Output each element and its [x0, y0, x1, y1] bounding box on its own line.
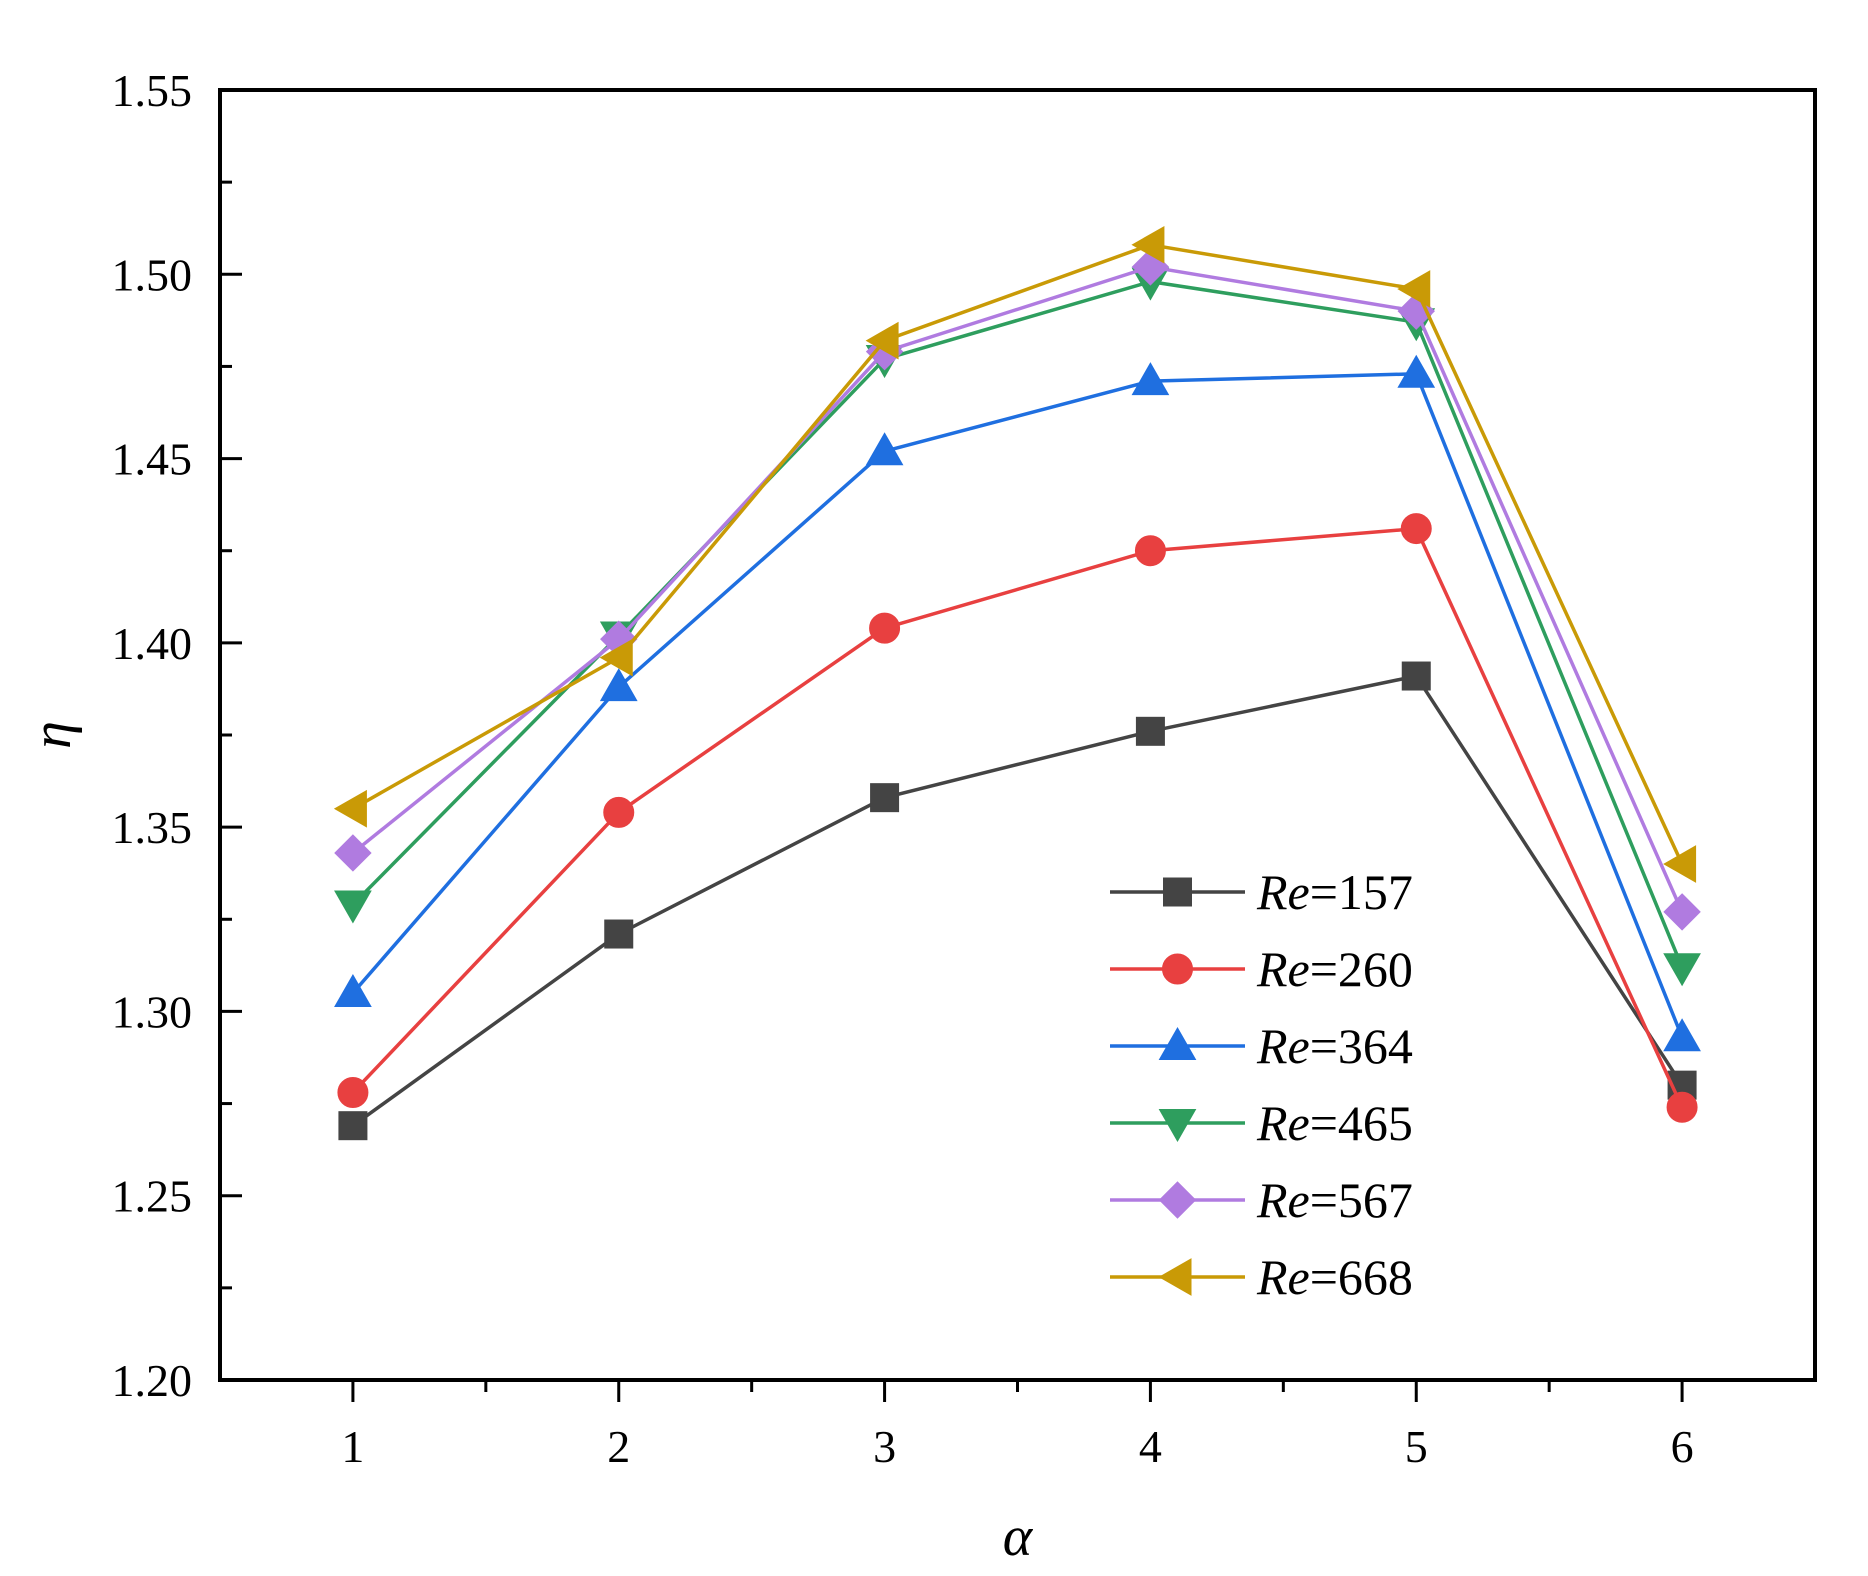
series-line [351, 526, 1684, 1108]
legend-label-value: =567 [1310, 1172, 1413, 1228]
series-line [351, 265, 1684, 913]
x-tick-label: 4 [1139, 1421, 1162, 1472]
legend-label-re: Re [1256, 1095, 1310, 1151]
legend-label: Re=364 [1256, 1018, 1413, 1074]
data-point [599, 668, 638, 702]
y-tick-label: 1.55 [112, 65, 193, 116]
legend-marker [1158, 1026, 1197, 1060]
data-point [333, 789, 367, 828]
data-point [865, 321, 899, 360]
data-point [604, 919, 634, 949]
legend-entry: Re=465 [1110, 1095, 1413, 1151]
x-tick-label: 3 [873, 1421, 896, 1472]
data-point [1663, 845, 1697, 883]
legend-label-re: Re [1256, 941, 1310, 997]
series-line [351, 372, 1684, 1038]
data-point [1131, 362, 1170, 396]
data-point [1663, 953, 1701, 987]
legend-label: Re=668 [1256, 1249, 1413, 1305]
data-point [334, 834, 372, 872]
ticks-layer: 1 2 3 4 5 6 1.20 1.25 1.30 1.35 1.40 1.45 1.50 1.55 [112, 65, 1694, 1472]
y-tick-label: 1.45 [112, 434, 193, 485]
legend-marker [1162, 953, 1193, 985]
y-tick-label: 1.50 [112, 249, 193, 300]
data-point [1397, 354, 1436, 388]
data-point [1666, 1091, 1698, 1123]
x-tick-label: 5 [1405, 1421, 1428, 1472]
x-tick-label: 6 [1671, 1421, 1694, 1472]
data-point [1401, 661, 1431, 691]
legend-label-re: Re [1256, 1249, 1310, 1305]
data-point [334, 973, 372, 1007]
legend-label-value: =157 [1310, 864, 1413, 920]
series-line [352, 243, 1684, 865]
series-line [351, 279, 1684, 968]
series-layer [333, 225, 1701, 1141]
legend-marker [1158, 1258, 1192, 1296]
legend-entry: Re=364 [1110, 1018, 1413, 1074]
series-line [351, 674, 1684, 1128]
data-point [337, 1077, 369, 1109]
legend-label: Re=157 [1256, 864, 1413, 920]
legend-label: Re=465 [1256, 1095, 1413, 1151]
data-point [334, 890, 372, 924]
data-point [870, 783, 900, 813]
y-tick-label: 1.20 [112, 1355, 193, 1406]
data-point [1134, 535, 1166, 567]
legend-label: Re=260 [1256, 941, 1413, 997]
y-axis-title: η [21, 721, 83, 749]
data-point [599, 638, 633, 677]
legend-label: Re=567 [1256, 1172, 1413, 1228]
y-tick-label: 1.40 [112, 618, 193, 669]
data-point [603, 796, 635, 828]
data-point [1663, 893, 1701, 931]
x-tick-label: 2 [607, 1421, 630, 1472]
data-point [1131, 225, 1165, 264]
legend-entry: Re=668 [1110, 1249, 1413, 1305]
legend-label-re: Re [1256, 864, 1310, 920]
data-point [869, 612, 901, 644]
series-re-364 [334, 354, 1701, 1052]
legend-entry: Re=157 [1110, 864, 1413, 920]
data-point [1400, 513, 1432, 545]
legend-label-value: =465 [1310, 1095, 1413, 1151]
data-point [1663, 1018, 1701, 1052]
legend-label-re: Re [1256, 1018, 1310, 1074]
data-point [1397, 270, 1431, 308]
legend-entry: Re=260 [1110, 941, 1413, 997]
legend-label-value: =364 [1310, 1018, 1413, 1074]
x-tick-label: 1 [341, 1421, 364, 1472]
legend-marker [1158, 1109, 1197, 1143]
legend-marker [1163, 877, 1192, 907]
data-point [865, 432, 904, 466]
legend-label-value: =260 [1310, 941, 1413, 997]
data-point [338, 1111, 368, 1141]
y-tick-label: 1.35 [112, 802, 193, 853]
y-tick-label: 1.30 [112, 986, 193, 1037]
legend-entry: Re=567 [1110, 1172, 1413, 1228]
series-re-668 [333, 225, 1697, 883]
series-re-260 [337, 513, 1698, 1123]
x-axis-title: α [1003, 1506, 1034, 1568]
legend-label-value: =668 [1310, 1249, 1413, 1305]
y-tick-label: 1.25 [112, 1171, 193, 1222]
data-point [1135, 716, 1165, 746]
legend-label-re: Re [1256, 1172, 1310, 1228]
legend-marker [1158, 1181, 1197, 1219]
